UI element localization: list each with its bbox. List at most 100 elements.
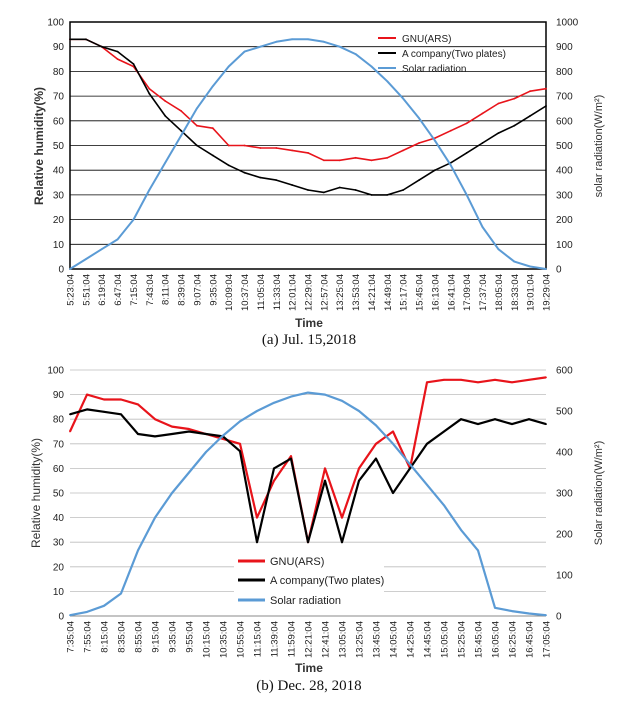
series-point-2: [449, 164, 452, 167]
series-point-1: [154, 435, 156, 438]
series-point-0: [120, 398, 122, 401]
series-point-2: [409, 463, 411, 466]
y2-tick-label: 0: [556, 612, 562, 623]
series-point-1: [513, 124, 516, 127]
series-point-1: [370, 194, 373, 196]
x-tick-label: 18:05:04: [494, 274, 505, 311]
y-tick-label: 50: [53, 489, 65, 500]
series-point-2: [370, 65, 373, 68]
series-point-2: [528, 612, 530, 615]
series-point-2: [180, 134, 183, 137]
series-point-0: [426, 381, 428, 384]
series-point-0: [370, 159, 373, 162]
x-tick-label: 17:09:04: [462, 274, 473, 311]
series-point-0: [259, 147, 262, 149]
series-point-2: [545, 614, 547, 617]
series-point-2: [148, 189, 151, 191]
x-tick-label: 8:55:04: [134, 621, 145, 653]
x-tick-label: 10:15:04: [202, 621, 213, 658]
series-point-0: [418, 142, 420, 144]
series-point-1: [477, 423, 479, 425]
series-point-2: [243, 50, 246, 53]
x-tick-label: 18:33:04: [510, 274, 521, 311]
y-tick-label: 100: [47, 18, 64, 29]
y-ticks-a: 0 10 20 30 40 50 60 70 80 90 100: [47, 18, 64, 276]
x-tick-label: 8:39:04: [177, 274, 188, 306]
series-point-0: [211, 127, 214, 130]
series-point-0: [256, 516, 258, 519]
y-tick-label: 0: [58, 612, 64, 623]
series-point-1: [188, 430, 190, 433]
x-tick-label: 8:35:04: [117, 621, 128, 653]
series-point-0: [513, 97, 516, 100]
series-point-0: [196, 124, 198, 127]
series-point-0: [375, 442, 377, 445]
y-axis-label-b: Relative humidity(%): [29, 438, 43, 548]
y2-tick-label: 500: [556, 141, 573, 152]
series-point-0: [290, 455, 292, 457]
series-point-2: [465, 194, 468, 196]
series-point-0: [227, 144, 230, 147]
x-tick-label: 15:05:04: [440, 621, 451, 658]
series-point-2: [386, 80, 389, 83]
x-tick-label: 12:01:04: [288, 274, 299, 311]
series-point-2: [211, 85, 214, 88]
y-tick-label: 10: [53, 240, 65, 251]
series-point-2: [164, 161, 167, 164]
y-tick-label: 20: [53, 562, 65, 573]
x-tick-label: 8:15:04: [100, 621, 111, 653]
x-tick-label: 14:25:04: [406, 621, 417, 658]
y2-tick-label: 300: [556, 489, 573, 500]
x-tick-label: 12:21:04: [304, 621, 315, 658]
series-point-0: [154, 418, 156, 421]
series-point-0: [443, 378, 445, 381]
series-point-1: [132, 63, 135, 65]
series-point-1: [443, 430, 445, 433]
series-point-0: [494, 378, 496, 381]
y2-ticks-a: 0 100 200 300 400 500 600 700 800 900 1000: [556, 18, 579, 276]
series-point-0: [148, 87, 151, 90]
legend-label-acompany-a: A company(Two plates): [402, 49, 506, 60]
x-tick-label: 12:29:04: [304, 274, 315, 311]
series-point-0: [239, 442, 241, 445]
series-point-2: [477, 549, 479, 552]
x-tick-label: 11:59:04: [287, 621, 298, 657]
series-point-0: [354, 156, 357, 159]
y-tick-label: 90: [53, 390, 65, 401]
x-tick-label: 15:45:04: [474, 621, 485, 658]
x-tick-label: 12:41:04: [321, 621, 332, 658]
series-point-1: [497, 132, 500, 135]
x-tick-label: 11:05:04: [256, 274, 267, 310]
series-point-1: [243, 171, 246, 174]
series-point-1: [529, 115, 531, 117]
series-point-0: [323, 159, 325, 162]
y-tick-label: 90: [53, 42, 65, 53]
x-tick-label: 16:45:04: [525, 621, 536, 658]
series-point-0: [180, 110, 183, 112]
legend-label-solar-b: Solar radiation: [270, 595, 341, 607]
x-tick-label: 9:35:04: [168, 621, 179, 653]
y2-tick-label: 600: [556, 366, 573, 377]
series-point-0: [465, 122, 468, 125]
x-tick-label: 8:11:04: [161, 274, 172, 305]
series-point-2: [291, 38, 293, 41]
series-point-1: [85, 38, 87, 41]
series-point-2: [188, 471, 190, 474]
x-axis-label-a: Time: [295, 316, 323, 330]
series-point-2: [205, 451, 207, 453]
series-point-1: [418, 179, 420, 182]
x-tick-label: 11:33:04: [272, 274, 283, 310]
series-point-2: [273, 401, 275, 404]
series-point-0: [171, 425, 173, 428]
series-point-0: [188, 428, 190, 430]
y2-axis-label-b: Solar radiation(W/m²): [593, 441, 605, 546]
series-point-2: [426, 483, 428, 486]
y-tick-label: 10: [53, 587, 65, 598]
y-tick-label: 100: [47, 366, 64, 377]
series-point-2: [418, 117, 420, 120]
x-tick-label: 10:35:04: [219, 621, 230, 658]
y-tick-label: 60: [53, 464, 65, 475]
series-point-1: [256, 541, 258, 544]
series-point-1: [196, 144, 198, 147]
legend-b: GNU(ARS) A company(Two plates) Solar rad…: [234, 552, 384, 610]
